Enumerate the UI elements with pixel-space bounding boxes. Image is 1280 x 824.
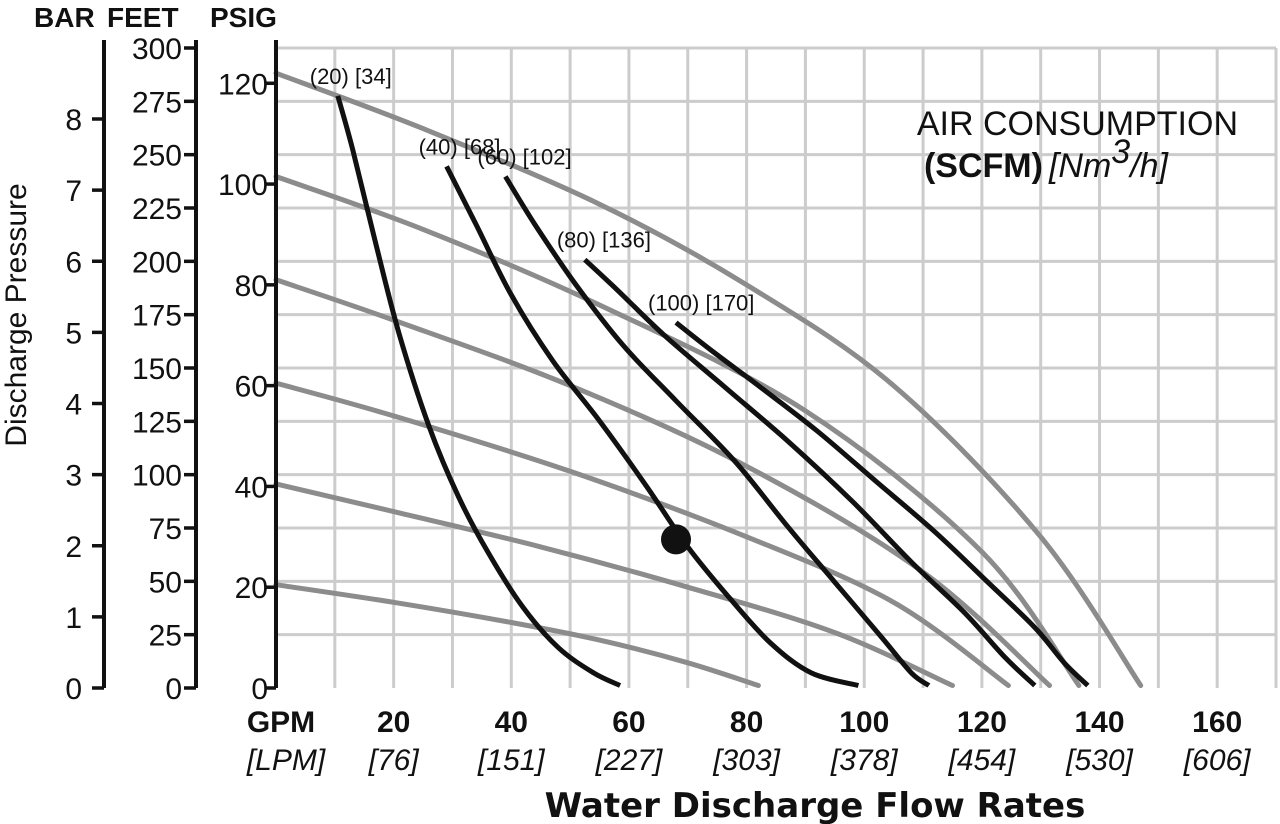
air-curve-label: (80) [136]: [557, 228, 651, 253]
air-curve-label: (100) [170]: [648, 291, 754, 316]
air-consumption-curve: [503, 175, 931, 688]
x-tick-label: 100: [839, 706, 889, 739]
y-axis-title: Discharge Pressure: [0, 183, 33, 446]
grid: [274, 46, 1278, 688]
feet-tick-label: 100: [132, 460, 182, 493]
air-curve-label: (60) [102]: [477, 145, 571, 170]
x-tick-label: 80: [730, 706, 763, 739]
discharge-curve: [273, 582, 761, 688]
discharge-curve: [273, 70, 1144, 688]
discharge-curve: [273, 277, 1052, 688]
psig-tick-label: 60: [235, 371, 268, 404]
bar-tick-label: 6: [65, 246, 82, 279]
axes: 0204060801001200255075100125150175200225…: [65, 33, 1251, 777]
air-consumption-curve: [335, 95, 622, 688]
feet-tick-label: 275: [132, 86, 182, 119]
legend-title: AIR CONSUMPTION: [917, 105, 1238, 143]
x-tick-metric-label: [151]: [477, 744, 545, 777]
feet-tick-label: 125: [132, 406, 182, 439]
operating-point-layer: [661, 524, 691, 555]
psig-unit-label: PSIG: [210, 2, 277, 33]
feet-tick-label: 25: [149, 620, 182, 653]
psig-tick-label: 120: [218, 68, 268, 101]
bar-tick-label: 5: [65, 317, 82, 350]
x-tick-metric-label: [76]: [368, 744, 420, 777]
psig-tick-label: 100: [218, 169, 268, 202]
bar-tick-label: 1: [65, 602, 82, 635]
x-tick-metric-label: [227]: [595, 744, 663, 777]
air-curve-label: (40) [68]: [419, 134, 501, 159]
x-axis-title: Water Discharge Flow Rates: [545, 786, 1086, 824]
bar-tick-label: 0: [65, 673, 82, 706]
psig-tick-label: 80: [235, 270, 268, 303]
feet-tick-label: 150: [132, 353, 182, 386]
bar-tick-label: 7: [65, 175, 82, 208]
x-tick-metric-label: [606]: [1183, 744, 1251, 777]
feet-tick-label: 75: [149, 513, 182, 546]
air-curve-label: (20) [34]: [310, 64, 392, 89]
psig-tick-label: 0: [251, 673, 268, 706]
x-tick-metric-label: [530]: [1065, 744, 1133, 777]
x-tick-label: 60: [612, 706, 645, 739]
feet-tick-label: 225: [132, 193, 182, 226]
x-tick-label: 120: [957, 706, 1007, 739]
bar-tick-label: 4: [65, 389, 82, 422]
x-tick-label: 140: [1074, 706, 1124, 739]
feet-tick-label: 300: [132, 33, 182, 66]
feet-unit-label: FEET: [107, 2, 179, 33]
discharge-curve: [273, 481, 955, 688]
x-tick-label: 160: [1192, 706, 1242, 739]
legend-unit: (SCFM) [Nm3/h]: [924, 133, 1170, 185]
x-tick-metric-label: [454]: [948, 744, 1016, 777]
psig-tick-label: 20: [235, 572, 268, 605]
feet-tick-label: 50: [149, 566, 182, 599]
discharge-curve: [273, 174, 1082, 688]
bar-tick-label: 3: [65, 460, 82, 493]
x-tick-metric-label: [378]: [830, 744, 898, 777]
air-consumption-curve: [444, 165, 860, 688]
feet-tick-label: 175: [132, 300, 182, 333]
x-tick-metric-label: [303]: [712, 744, 780, 777]
bar-unit-label: BAR: [34, 2, 95, 33]
air-consumption-curve: [674, 320, 1090, 688]
legend-unit-bold: (SCFM): [924, 147, 1043, 185]
feet-tick-label: 250: [132, 140, 182, 173]
air-consumption-curve: [583, 257, 1037, 688]
x-unit-secondary: [LPM]: [246, 744, 326, 777]
psig-tick-label: 40: [235, 471, 268, 504]
bar-tick-label: 8: [65, 104, 82, 137]
legend-unit-metric-sup: 3: [1111, 133, 1130, 171]
bar-tick-label: 2: [65, 531, 82, 564]
x-unit-primary: GPM: [247, 706, 315, 739]
air-consumption-curves: [335, 95, 1090, 688]
y-unit-headers: BAR FEET PSIG: [34, 2, 277, 33]
x-tick-label: 40: [495, 706, 528, 739]
curve-labels: (20) [34] (40) [68](60) [102] (80) [136] (1…: [310, 64, 755, 316]
discharge-curve: [273, 380, 1011, 688]
x-tick-label: 20: [377, 706, 410, 739]
operating-point-marker: [661, 524, 691, 555]
legend-unit-metric-prefix: [Nm: [1048, 147, 1111, 185]
legend: AIR CONSUMPTION (SCFM) [Nm3/h]: [917, 105, 1238, 185]
feet-tick-label: 200: [132, 246, 182, 279]
legend-unit-metric-suffix: /h]: [1128, 147, 1169, 185]
feet-tick-label: 0: [165, 673, 182, 706]
